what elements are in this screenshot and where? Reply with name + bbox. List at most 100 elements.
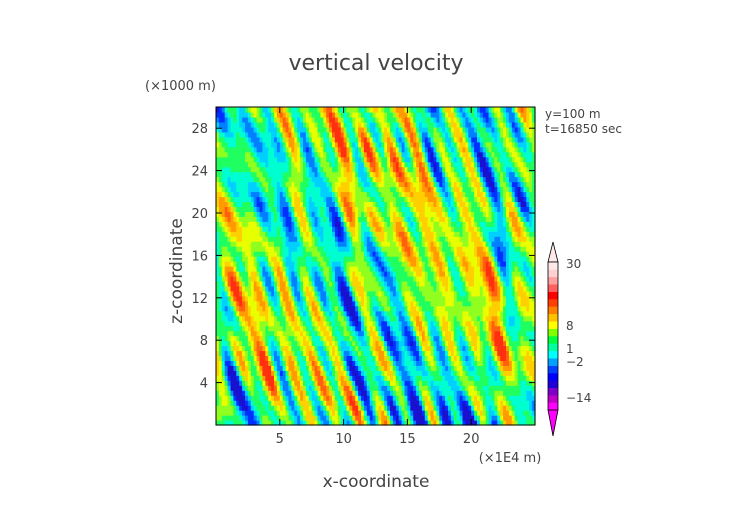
heatmap-cell xyxy=(305,390,310,396)
heatmap-cell xyxy=(474,241,478,247)
heatmap-cell xyxy=(256,415,261,421)
heatmap-cell xyxy=(392,385,397,391)
heatmap-cell xyxy=(358,395,362,401)
heatmap-cell xyxy=(375,310,379,317)
heatmap-cell xyxy=(262,206,266,212)
heatmap-cell xyxy=(468,355,472,362)
heatmap-cell xyxy=(294,335,298,342)
heatmap-cell xyxy=(262,330,266,337)
heatmap-cell xyxy=(378,310,382,317)
heatmap-cell xyxy=(491,261,495,267)
heatmap-cell xyxy=(300,305,304,312)
heatmap-cell xyxy=(320,370,324,376)
heatmap-cell xyxy=(259,305,263,312)
heatmap-cell xyxy=(227,410,232,416)
heatmap-cell xyxy=(256,405,261,411)
heatmap-cell xyxy=(477,275,481,282)
heatmap-cell xyxy=(392,350,397,357)
heatmap-cell xyxy=(366,345,371,352)
heatmap-cell xyxy=(407,320,411,327)
heatmap-cell xyxy=(256,266,261,272)
heatmap-cell xyxy=(276,295,281,302)
heatmap-cell xyxy=(245,275,249,282)
heatmap-cell xyxy=(526,420,530,426)
heatmap-cell xyxy=(479,370,484,376)
heatmap-cell xyxy=(233,196,237,203)
heatmap-cell xyxy=(262,226,266,232)
heatmap-cell xyxy=(369,261,374,267)
heatmap-cell xyxy=(439,370,443,376)
heatmap-cell xyxy=(375,241,379,247)
heatmap-cell xyxy=(372,305,377,312)
heatmap-cell xyxy=(479,310,484,317)
heatmap-cell xyxy=(250,256,255,262)
heatmap-cell xyxy=(485,305,490,312)
heatmap-cell xyxy=(236,310,240,317)
heatmap-cell xyxy=(332,350,336,357)
heatmap-cell xyxy=(413,256,417,262)
heatmap-cell xyxy=(250,290,255,297)
heatmap-cell xyxy=(326,305,330,312)
heatmap-cell xyxy=(413,290,417,297)
heatmap-cell xyxy=(334,270,339,277)
heatmap-cell xyxy=(221,270,226,277)
heatmap-cell xyxy=(268,201,272,207)
heatmap-cell xyxy=(236,400,240,406)
heatmap-cell xyxy=(308,330,313,337)
heatmap-cell xyxy=(329,330,333,337)
heatmap-cell xyxy=(326,375,330,381)
heatmap-field xyxy=(216,107,536,426)
heatmap-cell xyxy=(297,375,301,381)
heatmap-cell xyxy=(442,345,446,352)
heatmap-cell xyxy=(253,375,258,381)
heatmap-cell xyxy=(337,410,342,416)
heatmap-cell xyxy=(410,390,414,396)
heatmap-cell xyxy=(372,206,377,212)
heatmap-cell xyxy=(358,246,362,252)
heatmap-cell xyxy=(268,405,272,411)
heatmap-cell xyxy=(462,400,466,406)
heatmap-cell xyxy=(346,216,350,222)
heatmap-cell xyxy=(427,221,432,227)
heatmap-cell xyxy=(421,350,426,357)
heatmap-cell xyxy=(529,310,533,317)
heatmap-cell xyxy=(363,290,368,297)
heatmap-cell xyxy=(346,350,350,357)
heatmap-cell xyxy=(395,340,400,347)
heatmap-cell xyxy=(416,320,420,327)
heatmap-cell xyxy=(247,221,252,227)
heatmap-cell xyxy=(465,310,469,317)
heatmap-cell xyxy=(233,261,237,267)
heatmap-cell xyxy=(340,280,345,287)
heatmap-cell xyxy=(230,320,234,327)
heatmap-cell xyxy=(358,226,362,232)
heatmap-cell xyxy=(343,330,348,337)
heatmap-cell xyxy=(407,241,411,247)
heatmap-cell xyxy=(358,231,362,237)
heatmap-cell xyxy=(236,280,240,287)
heatmap-cell xyxy=(314,420,319,426)
heatmap-cell xyxy=(355,251,359,257)
heatmap-cell xyxy=(532,365,536,371)
heatmap-cell xyxy=(520,360,524,366)
heatmap-cell xyxy=(508,241,513,247)
heatmap-cell xyxy=(355,216,359,222)
heatmap-cell xyxy=(340,365,345,371)
heatmap-cell xyxy=(497,206,501,212)
heatmap-cell xyxy=(488,266,493,272)
heatmap-cell xyxy=(465,385,469,391)
heatmap-cell xyxy=(311,201,316,207)
heatmap-cell xyxy=(378,266,382,272)
heatmap-cell xyxy=(323,211,327,217)
heatmap-cell xyxy=(297,261,301,267)
heatmap-cell xyxy=(346,285,350,292)
heatmap-cell xyxy=(311,315,316,322)
heatmap-cell xyxy=(288,300,292,307)
heatmap-cell xyxy=(398,330,403,337)
heatmap-cell xyxy=(433,325,437,332)
heatmap-cell xyxy=(526,405,530,411)
heatmap-cell xyxy=(236,370,240,376)
heatmap-cell xyxy=(337,340,342,347)
heatmap-cell xyxy=(430,350,435,357)
heatmap-cell xyxy=(366,236,371,242)
